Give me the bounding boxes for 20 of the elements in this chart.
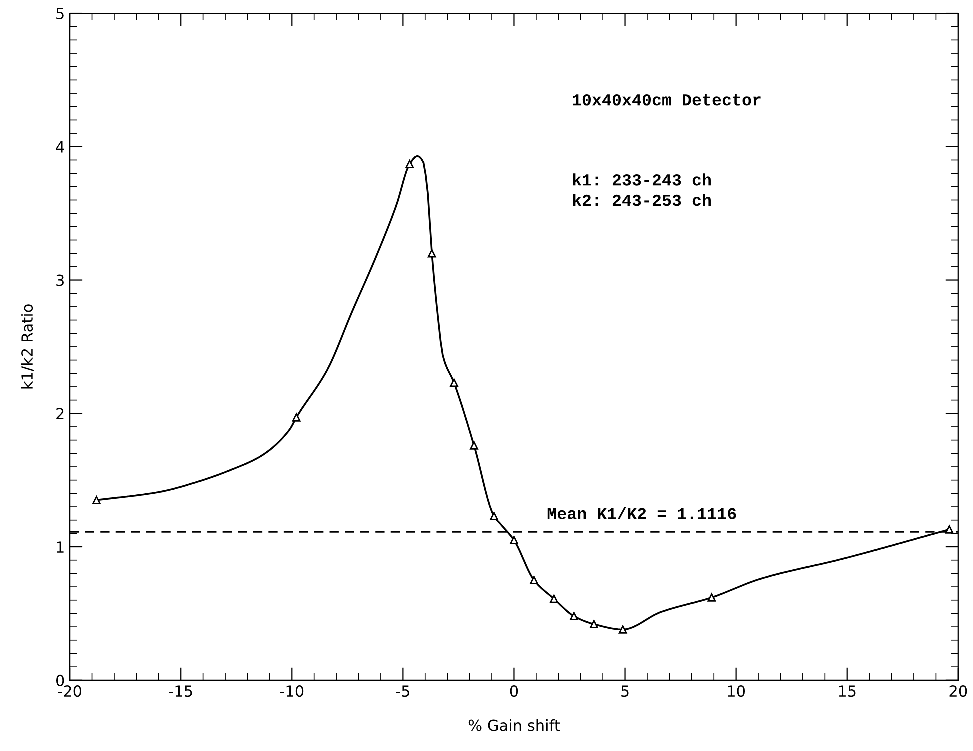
annotation: 10x40x40cm Detector	[573, 94, 761, 106]
x-tick-label: 5	[622, 686, 629, 698]
x-tick-label: 10	[728, 686, 746, 698]
annotation: k1: 233-243 ch k2: 243-253 ch	[573, 174, 711, 206]
x-tick-label: -10	[280, 686, 304, 698]
x-axis-title: % Gain shift	[468, 720, 560, 732]
y-tick-label: 0	[56, 674, 64, 686]
x-tick-label: 0	[510, 686, 518, 698]
y-tick-label: 1	[57, 542, 64, 553]
x-tick-label: -15	[169, 686, 192, 698]
y-tick-label: 3	[56, 274, 64, 286]
y-tick-label: 5	[56, 8, 64, 20]
x-tick-label: -5	[396, 686, 410, 698]
x-tick-label: -20	[58, 686, 82, 698]
x-tick-label: 20	[950, 686, 968, 698]
y-tick-label: 4	[56, 142, 64, 153]
ref-line-label: Mean K1/K2 = 1.1116	[548, 507, 736, 520]
y-axis-title: k1/k2 Ratio	[21, 304, 34, 389]
y-tick-label: 2	[56, 408, 64, 420]
x-tick-label: 15	[839, 686, 856, 698]
